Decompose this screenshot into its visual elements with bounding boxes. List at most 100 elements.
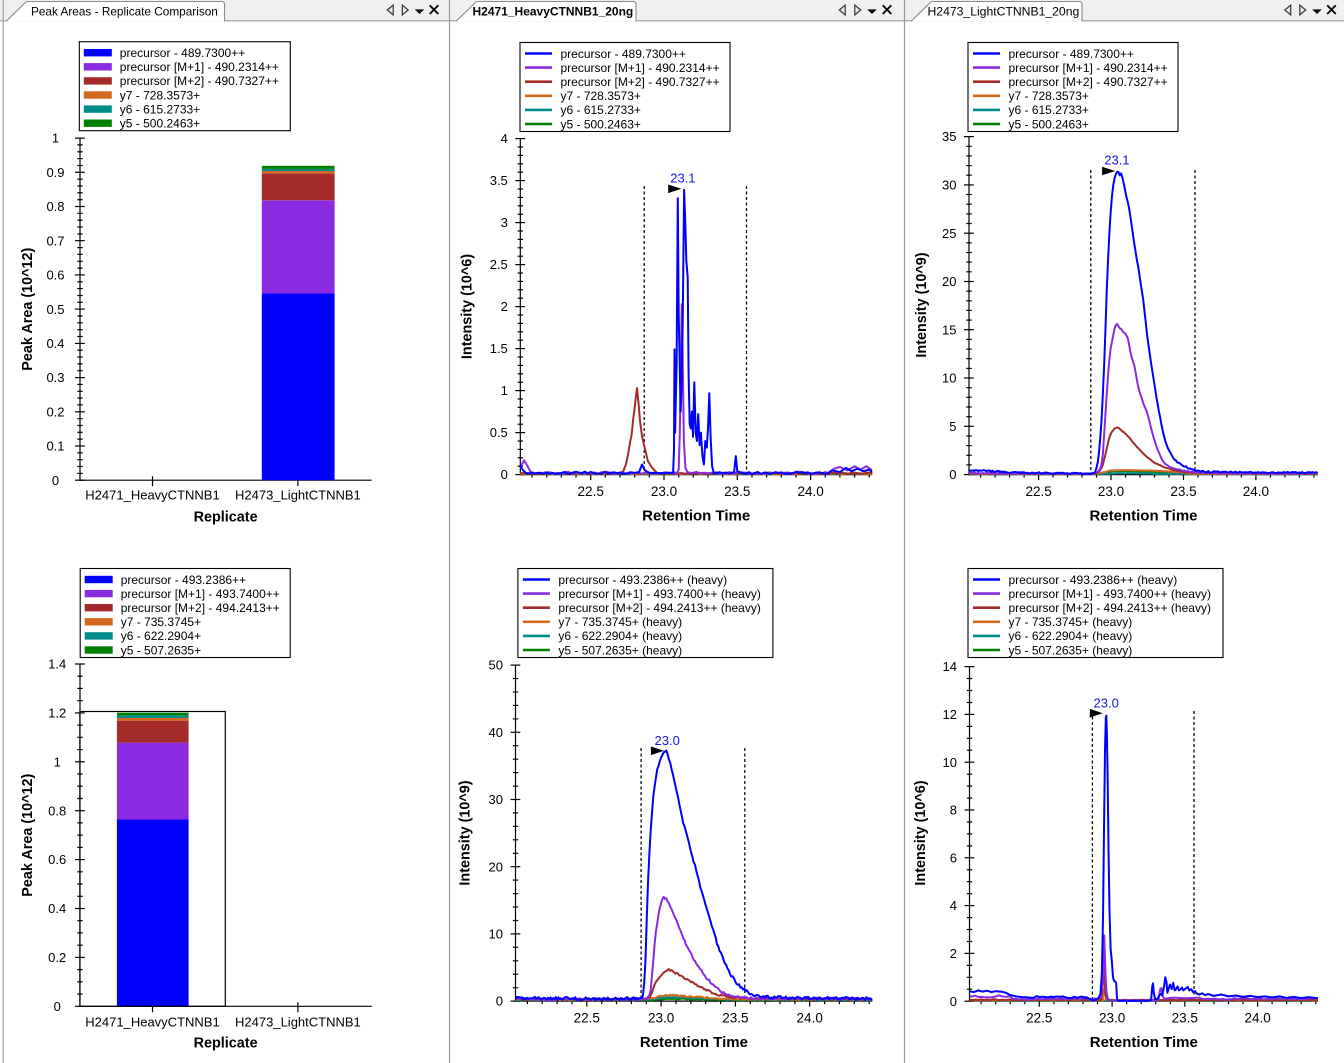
svg-text:y5 - 500.2463+: y5 - 500.2463+ xyxy=(120,117,200,131)
svg-text:1.4: 1.4 xyxy=(48,657,66,672)
svg-text:precursor [M+1] - 490.2314++: precursor [M+1] - 490.2314++ xyxy=(1009,61,1168,75)
svg-text:3: 3 xyxy=(501,215,508,230)
svg-text:23.1: 23.1 xyxy=(670,171,695,186)
svg-text:y6 - 622.2904+ (heavy): y6 - 622.2904+ (heavy) xyxy=(558,629,682,643)
svg-text:0.4: 0.4 xyxy=(46,336,64,351)
svg-text:22.5: 22.5 xyxy=(1025,484,1051,499)
svg-text:40: 40 xyxy=(489,725,503,740)
svg-text:0: 0 xyxy=(496,994,503,1009)
svg-text:0.3: 0.3 xyxy=(46,370,64,385)
svg-text:1.2: 1.2 xyxy=(48,706,66,721)
svg-text:0: 0 xyxy=(949,467,956,482)
svg-text:H2473_LightCTNNB1: H2473_LightCTNNB1 xyxy=(235,1015,361,1030)
svg-text:15: 15 xyxy=(942,322,956,337)
svg-text:0.1: 0.1 xyxy=(46,439,64,454)
svg-text:H2471_HeavyCTNNB1: H2471_HeavyCTNNB1 xyxy=(85,488,219,503)
svg-text:0: 0 xyxy=(54,999,61,1014)
svg-text:1.5: 1.5 xyxy=(490,341,508,356)
svg-text:y7 - 728.3573+: y7 - 728.3573+ xyxy=(120,88,200,102)
svg-text:23.5: 23.5 xyxy=(722,1011,748,1026)
svg-text:24.0: 24.0 xyxy=(1244,1011,1270,1026)
svg-text:H2473_LightCTNNB1_20ng: H2473_LightCTNNB1_20ng xyxy=(928,4,1080,18)
svg-text:precursor - 489.7300++: precursor - 489.7300++ xyxy=(1009,47,1134,61)
svg-text:1: 1 xyxy=(54,754,61,769)
svg-text:23.0: 23.0 xyxy=(1098,484,1124,499)
svg-text:22.5: 22.5 xyxy=(1026,1011,1052,1026)
svg-text:24.0: 24.0 xyxy=(797,1011,823,1026)
svg-text:2.5: 2.5 xyxy=(490,257,508,272)
svg-text:y7 - 728.3573+: y7 - 728.3573+ xyxy=(1009,89,1089,103)
svg-text:precursor - 489.7300++: precursor - 489.7300++ xyxy=(120,46,245,60)
svg-text:1: 1 xyxy=(501,383,508,398)
svg-text:0.6: 0.6 xyxy=(48,852,66,867)
svg-text:0: 0 xyxy=(950,994,957,1009)
svg-text:4: 4 xyxy=(501,131,508,146)
svg-text:0: 0 xyxy=(501,467,508,482)
svg-text:y6 - 615.2733+: y6 - 615.2733+ xyxy=(561,103,641,117)
svg-text:4: 4 xyxy=(950,898,957,913)
svg-text:24.0: 24.0 xyxy=(797,484,823,499)
svg-text:precursor - 493.2386++ (heavy): precursor - 493.2386++ (heavy) xyxy=(558,573,727,587)
svg-text:H2471_HeavyCTNNB1: H2471_HeavyCTNNB1 xyxy=(85,1015,219,1030)
svg-text:23.0: 23.0 xyxy=(1094,696,1119,711)
svg-text:precursor [M+1] - 490.2314++: precursor [M+1] - 490.2314++ xyxy=(120,60,279,74)
svg-text:y5 - 500.2463+: y5 - 500.2463+ xyxy=(561,117,641,131)
svg-text:2: 2 xyxy=(501,299,508,314)
svg-text:0.2: 0.2 xyxy=(46,404,64,419)
svg-text:y6 - 622.2904+: y6 - 622.2904+ xyxy=(121,629,201,643)
svg-text:precursor [M+2] - 494.2413++ (: precursor [M+2] - 494.2413++ (heavy) xyxy=(558,601,760,615)
svg-text:23.5: 23.5 xyxy=(724,484,750,499)
svg-text:Peak Area (10^12): Peak Area (10^12) xyxy=(20,247,36,370)
svg-text:Retention Time: Retention Time xyxy=(1090,1034,1198,1051)
svg-text:y5 - 507.2635+ (heavy): y5 - 507.2635+ (heavy) xyxy=(558,643,682,657)
svg-text:Replicate: Replicate xyxy=(194,1036,258,1052)
svg-text:10: 10 xyxy=(943,755,957,770)
svg-text:23.0: 23.0 xyxy=(648,1011,674,1026)
svg-text:Peak Areas - Replicate Compari: Peak Areas - Replicate Comparison xyxy=(31,4,218,18)
svg-text:Intensity (10^9): Intensity (10^9) xyxy=(458,780,474,885)
svg-text:0.7: 0.7 xyxy=(46,233,64,248)
svg-text:8: 8 xyxy=(950,803,957,818)
svg-text:35: 35 xyxy=(942,129,956,144)
svg-text:10: 10 xyxy=(942,371,956,386)
svg-text:50: 50 xyxy=(489,658,503,673)
svg-text:6: 6 xyxy=(950,850,957,865)
svg-text:precursor - 489.7300++: precursor - 489.7300++ xyxy=(561,47,686,61)
svg-text:precursor [M+1] - 493.7400++: precursor [M+1] - 493.7400++ xyxy=(121,587,280,601)
svg-text:23.5: 23.5 xyxy=(1172,1011,1198,1026)
svg-text:25: 25 xyxy=(942,226,956,241)
svg-text:y5 - 507.2635+: y5 - 507.2635+ xyxy=(121,643,201,657)
svg-text:30: 30 xyxy=(942,178,956,193)
svg-text:22.5: 22.5 xyxy=(574,1011,600,1026)
svg-text:23.0: 23.0 xyxy=(651,484,677,499)
svg-text:y6 - 615.2733+: y6 - 615.2733+ xyxy=(1009,103,1089,117)
svg-text:y6 - 615.2733+: y6 - 615.2733+ xyxy=(120,102,200,116)
svg-text:23.5: 23.5 xyxy=(1170,484,1196,499)
svg-text:12: 12 xyxy=(943,707,957,722)
svg-text:0.5: 0.5 xyxy=(46,302,64,317)
svg-text:0.2: 0.2 xyxy=(48,950,66,965)
svg-text:0.8: 0.8 xyxy=(46,199,64,214)
svg-text:H2471_HeavyCTNNB1_20ng: H2471_HeavyCTNNB1_20ng xyxy=(473,4,634,18)
svg-text:2: 2 xyxy=(950,946,957,961)
svg-text:y5 - 500.2463+: y5 - 500.2463+ xyxy=(1009,117,1089,131)
svg-text:precursor [M+1] - 490.2314++: precursor [M+1] - 490.2314++ xyxy=(561,61,720,75)
svg-text:23.1: 23.1 xyxy=(1104,153,1129,168)
svg-text:0.6: 0.6 xyxy=(46,268,64,283)
svg-text:0.4: 0.4 xyxy=(48,901,66,916)
svg-text:precursor [M+1] - 493.7400++ (: precursor [M+1] - 493.7400++ (heavy) xyxy=(1009,587,1211,601)
svg-text:precursor [M+2] - 490.7327++: precursor [M+2] - 490.7327++ xyxy=(120,74,279,88)
svg-text:precursor [M+2] - 490.7327++: precursor [M+2] - 490.7327++ xyxy=(1009,75,1168,89)
svg-text:24.0: 24.0 xyxy=(1243,484,1269,499)
svg-text:23.0: 23.0 xyxy=(1099,1011,1125,1026)
svg-text:y6 - 622.2904+ (heavy): y6 - 622.2904+ (heavy) xyxy=(1009,629,1133,643)
svg-text:y7 - 735.3745+ (heavy): y7 - 735.3745+ (heavy) xyxy=(558,615,682,629)
svg-text:23.0: 23.0 xyxy=(655,733,680,748)
svg-text:precursor - 493.2386++: precursor - 493.2386++ xyxy=(121,573,246,587)
svg-text:Intensity (10^6): Intensity (10^6) xyxy=(913,780,929,885)
svg-text:Retention Time: Retention Time xyxy=(640,1034,748,1051)
svg-text:y7 - 735.3745+ (heavy): y7 - 735.3745+ (heavy) xyxy=(1009,615,1133,629)
svg-text:0: 0 xyxy=(52,473,59,488)
svg-text:y7 - 735.3745+: y7 - 735.3745+ xyxy=(121,615,201,629)
svg-text:precursor [M+2] - 494.2413++ (: precursor [M+2] - 494.2413++ (heavy) xyxy=(1009,601,1211,615)
